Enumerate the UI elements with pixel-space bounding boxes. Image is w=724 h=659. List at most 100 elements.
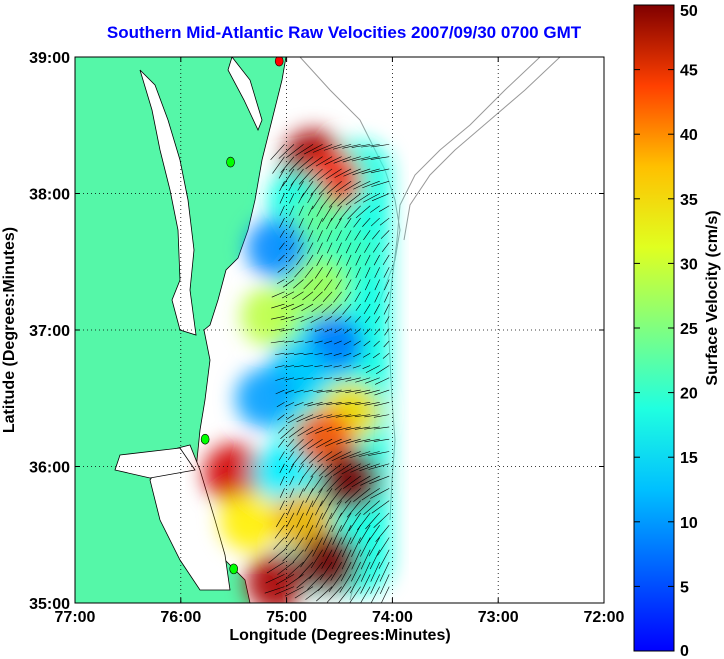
velocity-arrow [278,144,295,159]
colorbar-tick-label: 45 [680,63,698,80]
velocity-arrow [369,549,380,570]
velocity-arrow [382,352,390,359]
delaware-bay [227,57,263,132]
velocity-arrow [298,205,304,216]
velocity-arrow [286,439,295,448]
station-marker-1 [226,156,235,168]
velocity-arrow [373,254,380,266]
velocity-arrow [384,316,390,324]
velocity-arrow [313,377,323,380]
velocity-arrow [384,328,390,336]
velocity-arrow [334,475,352,491]
velocity-arrow [265,574,285,584]
velocity-arrow [365,267,371,278]
velocity-arrow [310,463,323,478]
velocity-arrow [323,365,333,368]
colorbar-ticks: 0 5 10 15 20 25 30 35 40 45 50 [634,3,698,659]
velocity-arrow [304,144,323,155]
velocity-arrow [330,561,342,581]
velocity-arrow [383,267,390,278]
velocity-arrow [360,561,371,582]
velocity-arrow [360,586,371,603]
velocity-arrow [378,205,390,212]
velocity-vectors [264,144,390,603]
velocity-arrow [354,402,371,406]
velocity-arrow [306,426,323,436]
velocity-arrow [282,168,295,187]
y-tick-label: 37:00 [29,323,70,340]
velocity-arrow [271,291,285,298]
velocity-field [203,129,391,603]
velocity-arrow [354,193,371,204]
velocity-arrow [342,303,352,315]
velocity-arrow [335,217,342,229]
velocity-arrow [375,525,390,543]
velocity-arrow [370,574,380,594]
velocity-arrow [370,561,380,582]
velocity-arrow [307,230,314,242]
velocity-arrow [325,168,342,180]
velocity-arrow [351,156,371,162]
velocity-arrow [335,377,352,381]
velocity-arrow [345,230,352,241]
velocity-arrow [317,414,333,420]
velocity-arrow [354,316,361,323]
velocity-arrow [335,389,352,393]
velocity-arrow [289,230,295,238]
velocity-arrow [317,230,323,242]
velocity-arrow [298,168,314,185]
velocity-arrow [340,451,361,460]
velocity-arrow [296,574,314,589]
velocity-arrow [307,438,323,450]
velocity-arrow [300,181,314,199]
velocity-arrow [292,291,304,300]
velocity-arrow [289,205,295,216]
velocity-arrow [348,512,361,532]
velocity-arrow [364,242,371,253]
velocity-arrow [325,451,342,461]
station-marker-3 [229,563,238,575]
velocity-arrow [343,352,352,357]
velocity-arrow [288,463,295,473]
velocity-arrow [334,328,342,334]
velocity-arrow [295,144,314,156]
velocity-arrow [343,168,361,177]
velocity-arrow [295,525,304,540]
velocity-arrow [305,156,323,169]
velocity-arrow [374,389,390,396]
x-tick-label: 74:00 [372,609,413,626]
velocity-arrow [364,402,380,406]
velocity-arrow [305,500,314,516]
velocity-arrow [279,500,285,510]
velocity-arrow [336,254,342,266]
velocity-arrow [333,377,342,380]
velocity-arrow [382,254,390,266]
velocity-arrow [279,242,285,250]
colorbar-tick-label: 15 [680,450,698,467]
bays [114,57,263,591]
y-tick-label: 39:00 [29,50,70,67]
velocity-arrow [379,561,390,582]
velocity-arrow [331,451,352,462]
colorbar-label: Surface Velocity (cm/s) [704,210,721,385]
velocity-arrow [327,180,342,194]
velocity-arrow [274,525,285,539]
velocity-arrow [355,500,371,517]
velocity-arrow [324,463,342,478]
velocity-arrow [333,144,352,150]
velocity-arrow [320,193,333,209]
velocity-arrow [330,500,342,520]
velocity-arrow [304,267,314,279]
velocity-arrow [294,267,304,278]
velocity-arrow [371,500,390,514]
velocity-arrow [287,561,304,577]
velocity-arrow [326,217,333,230]
velocity-arrow [322,525,333,545]
velocity-arrow [374,267,380,278]
velocity-arrow [326,426,342,432]
velocity-arrow [297,463,304,473]
velocity-arrow [360,549,371,570]
velocity-arrow [284,586,304,597]
velocity-zone-15 [320,450,381,511]
velocity-arrow [305,328,314,332]
